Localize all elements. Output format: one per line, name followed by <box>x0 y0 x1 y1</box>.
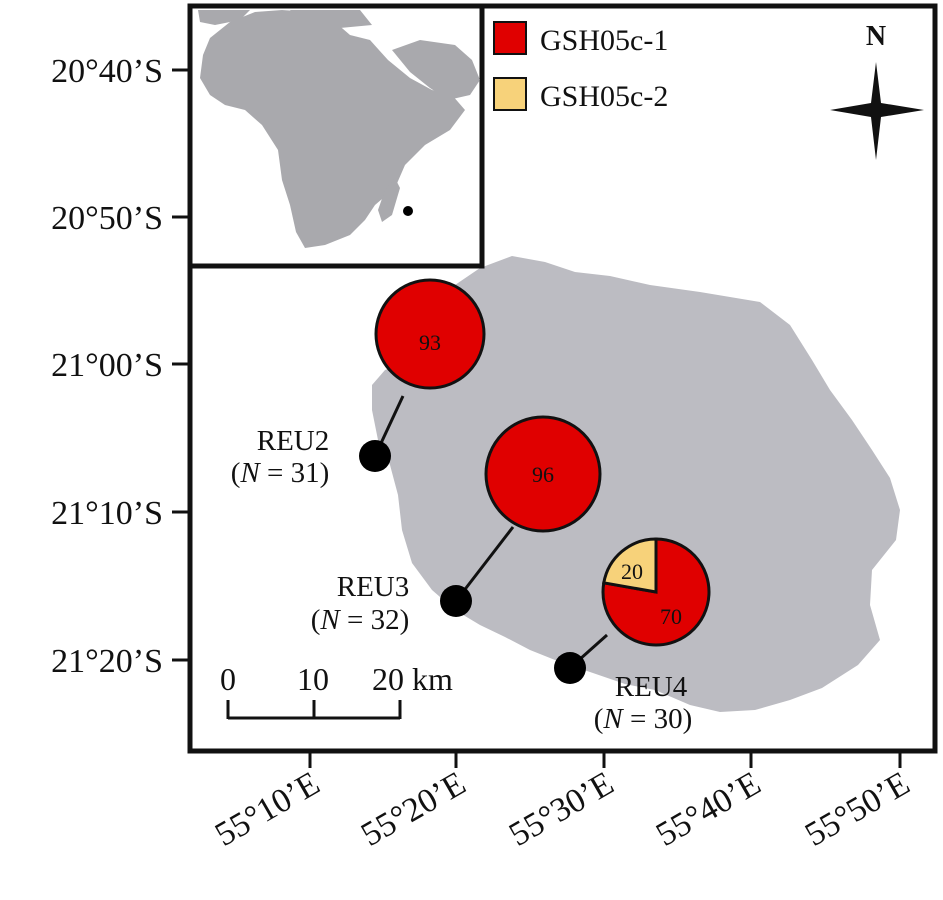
scale-tick-label: 10 <box>297 661 329 697</box>
pie-slice <box>602 537 658 594</box>
site-label-reu2: REU2 <box>257 425 330 457</box>
pie-value-label: 70 <box>660 604 682 629</box>
pie-chart-reu4[interactable] <box>601 537 711 647</box>
legend-label: GSH05c-2 <box>540 80 668 113</box>
madagascar <box>378 178 400 222</box>
scale-tick-label: 0 <box>220 661 236 697</box>
lon-ticks <box>308 751 902 768</box>
compass-star-icon <box>830 62 924 160</box>
north-arrow: N <box>830 21 924 160</box>
pie-slice <box>374 278 486 390</box>
n-symbol: N <box>319 604 341 636</box>
legend-label: GSH05c-1 <box>540 24 668 57</box>
pie-value-label: 20 <box>621 559 643 584</box>
lat-label: 20°50’S <box>51 200 163 237</box>
inset-map <box>187 3 485 269</box>
lon-label: 55°50’E <box>799 765 916 854</box>
reunion-island <box>372 256 900 712</box>
pie-value-label: 96 <box>532 462 554 487</box>
legend-swatch-gsh05c-1 <box>493 21 527 55</box>
site-marker-reu2[interactable] <box>359 440 391 472</box>
site-label-reu3: REU3 <box>337 571 410 603</box>
n-symbol: N <box>602 703 624 735</box>
lon-label: 55°30’E <box>503 765 620 854</box>
n-symbol: N <box>239 457 261 489</box>
site-n-reu3: (N = 32) <box>311 604 410 636</box>
lon-label: 55°20’E <box>355 765 472 854</box>
reunion-location-dot <box>403 206 413 216</box>
arabian-peninsula <box>392 40 480 100</box>
scale-tick-label: 20 km <box>372 661 453 697</box>
lon-label: 55°10’E <box>209 765 326 854</box>
pie-value-label: 93 <box>419 330 441 355</box>
site-n-reu4: (N = 30) <box>594 703 693 735</box>
n-value: = 31) <box>260 457 330 489</box>
legend: GSH05c-1 GSH05c-2 <box>493 21 668 113</box>
legend-swatch-gsh05c-2 <box>493 77 527 111</box>
lat-ticks <box>172 68 190 662</box>
lat-label: 21°10’S <box>51 495 163 532</box>
pie-slice <box>484 415 602 533</box>
site-n-reu2: (N = 31) <box>231 457 330 489</box>
site-marker-reu4[interactable] <box>554 652 586 684</box>
site-label-reu4: REU4 <box>615 671 688 703</box>
scale-bar: 0 10 20 km <box>220 661 453 720</box>
africa-landmass <box>200 10 465 248</box>
north-label: N <box>866 21 886 52</box>
lat-label: 21°20’S <box>51 643 163 680</box>
pie-chart-reu2[interactable] <box>374 278 486 390</box>
europe-edge <box>198 10 372 28</box>
lon-label: 55°40’E <box>650 765 767 854</box>
lat-label: 21°00’S <box>51 347 163 384</box>
lat-label: 20°40’S <box>51 53 163 90</box>
n-value: = 32) <box>340 604 410 636</box>
site-marker-reu3[interactable] <box>440 585 472 617</box>
pie-chart-reu3[interactable] <box>484 415 602 533</box>
n-value: = 30) <box>623 703 693 735</box>
